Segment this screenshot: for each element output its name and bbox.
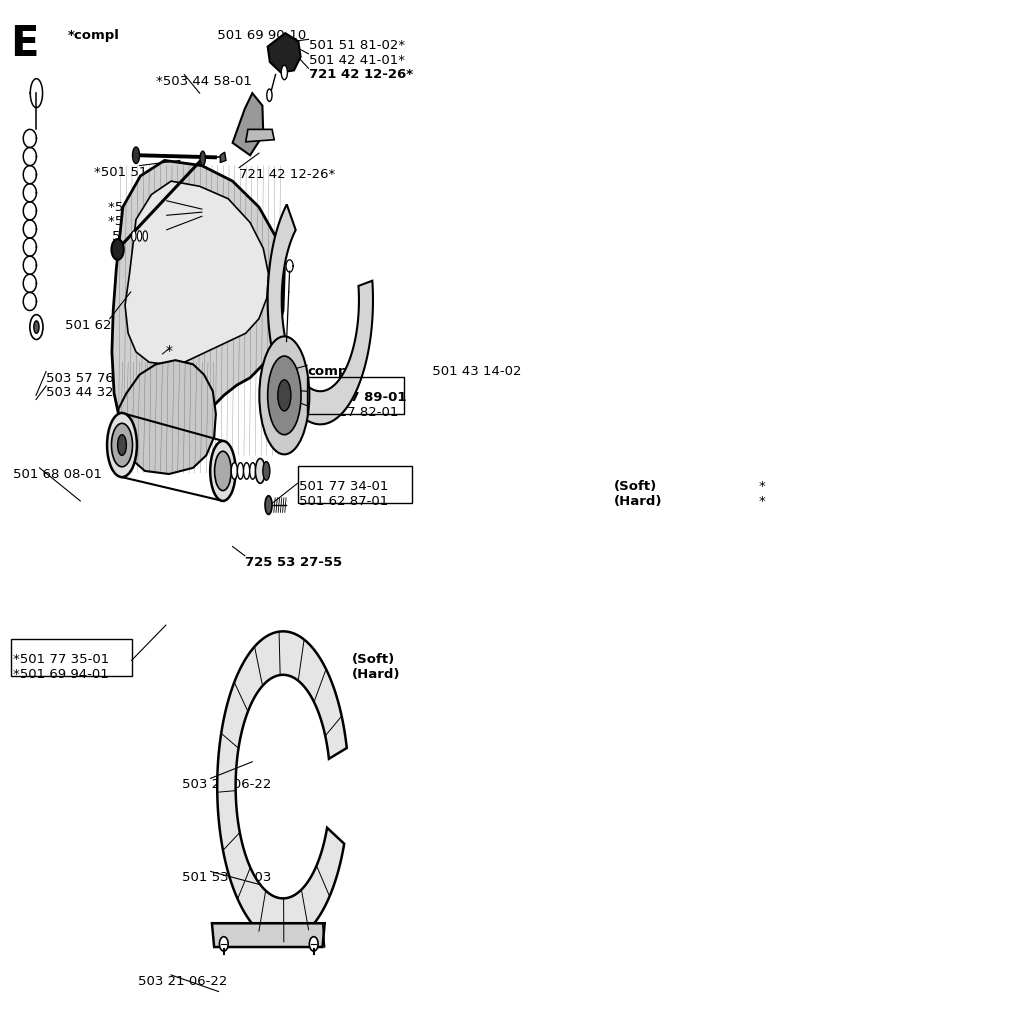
Text: E: E <box>9 23 38 65</box>
Bar <box>307 377 403 414</box>
Circle shape <box>34 321 39 333</box>
Text: 501 51 81-02*: 501 51 81-02* <box>309 39 406 53</box>
Text: (Soft): (Soft) <box>351 653 395 667</box>
Polygon shape <box>125 181 268 364</box>
Polygon shape <box>267 205 373 424</box>
Text: 501 42 41-01*: 501 42 41-01* <box>309 54 406 67</box>
Text: *503 44 58-01: *503 44 58-01 <box>156 75 252 88</box>
Text: (Soft): (Soft) <box>613 480 656 494</box>
Ellipse shape <box>112 423 132 467</box>
Text: (Hard): (Hard) <box>613 495 663 508</box>
Text: *: * <box>166 344 173 358</box>
Text: *501 51 97-02: *501 51 97-02 <box>94 166 190 179</box>
Ellipse shape <box>238 463 244 479</box>
Text: 503 44 32-01: 503 44 32-01 <box>46 386 135 400</box>
Text: 501 27 82-01: 501 27 82-01 <box>309 406 398 419</box>
Circle shape <box>118 435 126 455</box>
Ellipse shape <box>263 462 270 480</box>
Text: (Hard): (Hard) <box>351 668 400 681</box>
Ellipse shape <box>112 239 124 260</box>
Ellipse shape <box>215 451 231 491</box>
Text: 725 53 27-55: 725 53 27-55 <box>245 556 342 569</box>
Ellipse shape <box>244 463 250 479</box>
Ellipse shape <box>30 315 43 339</box>
Ellipse shape <box>250 463 256 479</box>
Ellipse shape <box>265 496 272 514</box>
Ellipse shape <box>231 463 238 479</box>
Text: *501 77 35-01: *501 77 35-01 <box>13 653 114 667</box>
Text: 501 69 90-10: 501 69 90-10 <box>213 29 306 42</box>
Ellipse shape <box>219 937 228 951</box>
Circle shape <box>282 65 288 80</box>
Text: 501 62 96-01: 501 62 96-01 <box>65 319 154 332</box>
Circle shape <box>137 231 141 241</box>
Polygon shape <box>119 360 216 474</box>
Text: *501 51 80-02: *501 51 80-02 <box>108 215 204 229</box>
Text: *: * <box>759 480 765 494</box>
Polygon shape <box>246 129 274 142</box>
Ellipse shape <box>210 441 236 501</box>
Text: 501 43 14-02: 501 43 14-02 <box>428 365 521 379</box>
Text: 501 53 45-03: 501 53 45-03 <box>182 871 271 885</box>
Polygon shape <box>267 33 301 72</box>
Ellipse shape <box>255 459 265 483</box>
Text: 503 21 06-22: 503 21 06-22 <box>138 975 227 988</box>
Text: *: * <box>759 495 765 508</box>
Text: 721 42 12-26*: 721 42 12-26* <box>309 68 414 82</box>
Ellipse shape <box>259 336 309 454</box>
Bar <box>11 639 132 676</box>
Text: *compl: *compl <box>68 29 120 42</box>
Text: 503 57 89-01: 503 57 89-01 <box>309 391 407 405</box>
Ellipse shape <box>309 937 318 951</box>
Ellipse shape <box>108 413 137 477</box>
Polygon shape <box>112 160 285 461</box>
Text: 501 68 08-01: 501 68 08-01 <box>13 468 102 481</box>
Circle shape <box>143 231 147 241</box>
Text: 721 42 12-26*: 721 42 12-26* <box>240 168 336 181</box>
Ellipse shape <box>200 151 206 166</box>
Circle shape <box>132 147 139 164</box>
Text: 503 57 76-01: 503 57 76-01 <box>46 372 135 385</box>
Polygon shape <box>220 152 226 162</box>
Text: 501 62 87-01: 501 62 87-01 <box>299 495 393 508</box>
Ellipse shape <box>267 356 301 435</box>
Text: 501 53 18-01: 501 53 18-01 <box>112 230 202 243</box>
Text: *501 69 94-01: *501 69 94-01 <box>13 668 114 681</box>
Polygon shape <box>212 923 325 947</box>
Circle shape <box>267 89 272 101</box>
Text: compl: compl <box>307 365 352 379</box>
Text: 501 77 34-01: 501 77 34-01 <box>299 480 393 494</box>
Text: 503 21 06-22: 503 21 06-22 <box>182 778 271 792</box>
Circle shape <box>278 380 291 411</box>
Circle shape <box>132 231 136 241</box>
Polygon shape <box>217 631 347 942</box>
Text: *501 52 88-01: *501 52 88-01 <box>108 201 204 214</box>
Polygon shape <box>232 93 263 155</box>
Bar <box>298 466 412 503</box>
